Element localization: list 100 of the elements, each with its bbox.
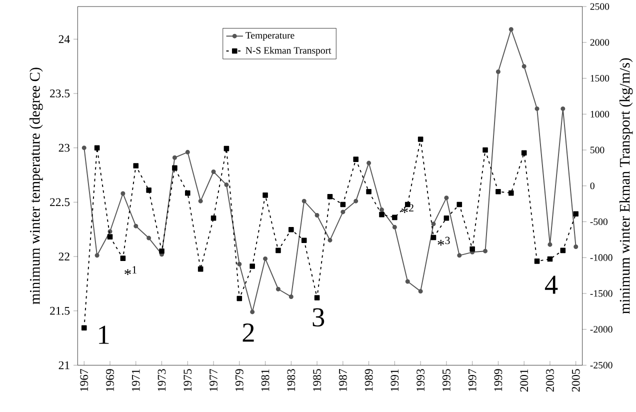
y-tick-label: 23 <box>58 144 70 152</box>
point <box>470 246 475 252</box>
point <box>444 196 449 200</box>
y2-tick-label: 500 <box>590 146 604 154</box>
point <box>548 242 552 247</box>
y2-tick-label: 2500 <box>590 3 610 10</box>
point <box>263 256 268 261</box>
y2-tick-label: 2000 <box>590 39 610 46</box>
x-tick-label: 1979 <box>235 369 244 392</box>
point <box>120 256 126 261</box>
point <box>185 150 190 154</box>
x-tick-label: 2003 <box>546 369 554 392</box>
point <box>392 214 398 220</box>
point <box>107 234 113 240</box>
y2-tick-label: 1000 <box>590 110 610 118</box>
point <box>198 198 203 204</box>
point <box>392 224 397 230</box>
point <box>405 279 410 284</box>
point <box>276 248 281 254</box>
y-tick-label: 23.5 <box>50 90 70 98</box>
point <box>236 296 242 302</box>
point <box>237 262 242 266</box>
point <box>172 165 178 171</box>
annotation: *$^{2}$ <box>402 204 414 214</box>
point <box>456 202 462 208</box>
y2-tick-label: 1500 <box>590 75 610 82</box>
x-tick-label: 1983 <box>287 369 296 392</box>
point <box>172 155 177 160</box>
annotation: *$^{3}$ <box>438 236 450 246</box>
point <box>354 198 358 204</box>
x-tick-label: 1985 <box>313 369 321 392</box>
y-tick-label: 22 <box>58 252 70 260</box>
point <box>146 236 152 240</box>
point <box>159 248 164 254</box>
point <box>547 256 553 262</box>
point <box>314 212 320 218</box>
y2-tick-label: -2000 <box>590 326 612 333</box>
point <box>366 160 372 166</box>
point <box>211 170 216 174</box>
x-tick-label: 2005 <box>572 369 580 392</box>
point <box>418 136 424 142</box>
point <box>574 244 578 250</box>
point <box>314 295 320 300</box>
point <box>224 182 229 188</box>
point <box>184 190 190 196</box>
y2-tick-label: -1000 <box>590 254 612 261</box>
point <box>431 222 436 226</box>
x-tick-label: 1991 <box>390 369 399 392</box>
y-tick-label: 22.5 <box>50 198 70 206</box>
point <box>366 188 372 194</box>
x-tick-label: 1987 <box>338 369 347 392</box>
point <box>301 238 307 244</box>
point <box>340 210 346 214</box>
y-tick-label: 21 <box>58 361 70 370</box>
y-axis-title: minimum winter temperature (degree C) <box>30 68 43 304</box>
point <box>288 227 294 232</box>
point <box>508 27 514 32</box>
point <box>418 289 423 294</box>
point <box>508 190 514 196</box>
x-tick-label: 1997 <box>468 369 476 392</box>
x-tick-label: 1967 <box>80 369 88 392</box>
x-tick-label: 1969 <box>106 369 114 392</box>
x-tick-label: 2001 <box>520 369 528 392</box>
y-tick-label: 21.5 <box>50 306 70 315</box>
point <box>81 325 87 331</box>
annotation: 1 <box>99 326 109 344</box>
x-tick-label: 1999 <box>494 369 502 392</box>
point <box>483 248 488 254</box>
point <box>573 211 578 217</box>
point <box>340 202 346 208</box>
x-tick-label: 1981 <box>261 369 270 392</box>
y2-tick-label: 0 <box>590 182 594 190</box>
point <box>262 192 268 198</box>
point <box>276 286 280 292</box>
point <box>210 216 216 221</box>
point <box>534 106 540 111</box>
point <box>522 64 526 69</box>
legend-label: Temperature <box>246 32 294 41</box>
point <box>120 191 126 196</box>
point <box>534 258 540 264</box>
y-tick-label: 24 <box>58 35 70 44</box>
x-tick-label: 1977 <box>210 369 218 392</box>
annotation: *$^{1}$ <box>124 266 136 276</box>
y2-axis-title: minimum winter Ekman Transport (kg/m/s) <box>619 58 633 314</box>
point <box>560 106 566 111</box>
annotation: 4 <box>544 276 558 294</box>
x-tick-label: 1993 <box>416 369 424 392</box>
y2-tick-label: -500 <box>590 218 608 226</box>
x-tick-label: 1971 <box>132 369 140 392</box>
point <box>134 224 138 228</box>
x-tick-label: 1995 <box>442 369 450 392</box>
point <box>288 294 294 300</box>
x-tick-label: 1989 <box>364 369 373 392</box>
point <box>482 147 488 153</box>
annotation: 3 <box>312 308 324 327</box>
point <box>94 253 100 258</box>
point <box>560 248 566 254</box>
y2-tick-label: -2500 <box>590 362 612 369</box>
point <box>379 208 384 212</box>
point <box>430 234 436 240</box>
